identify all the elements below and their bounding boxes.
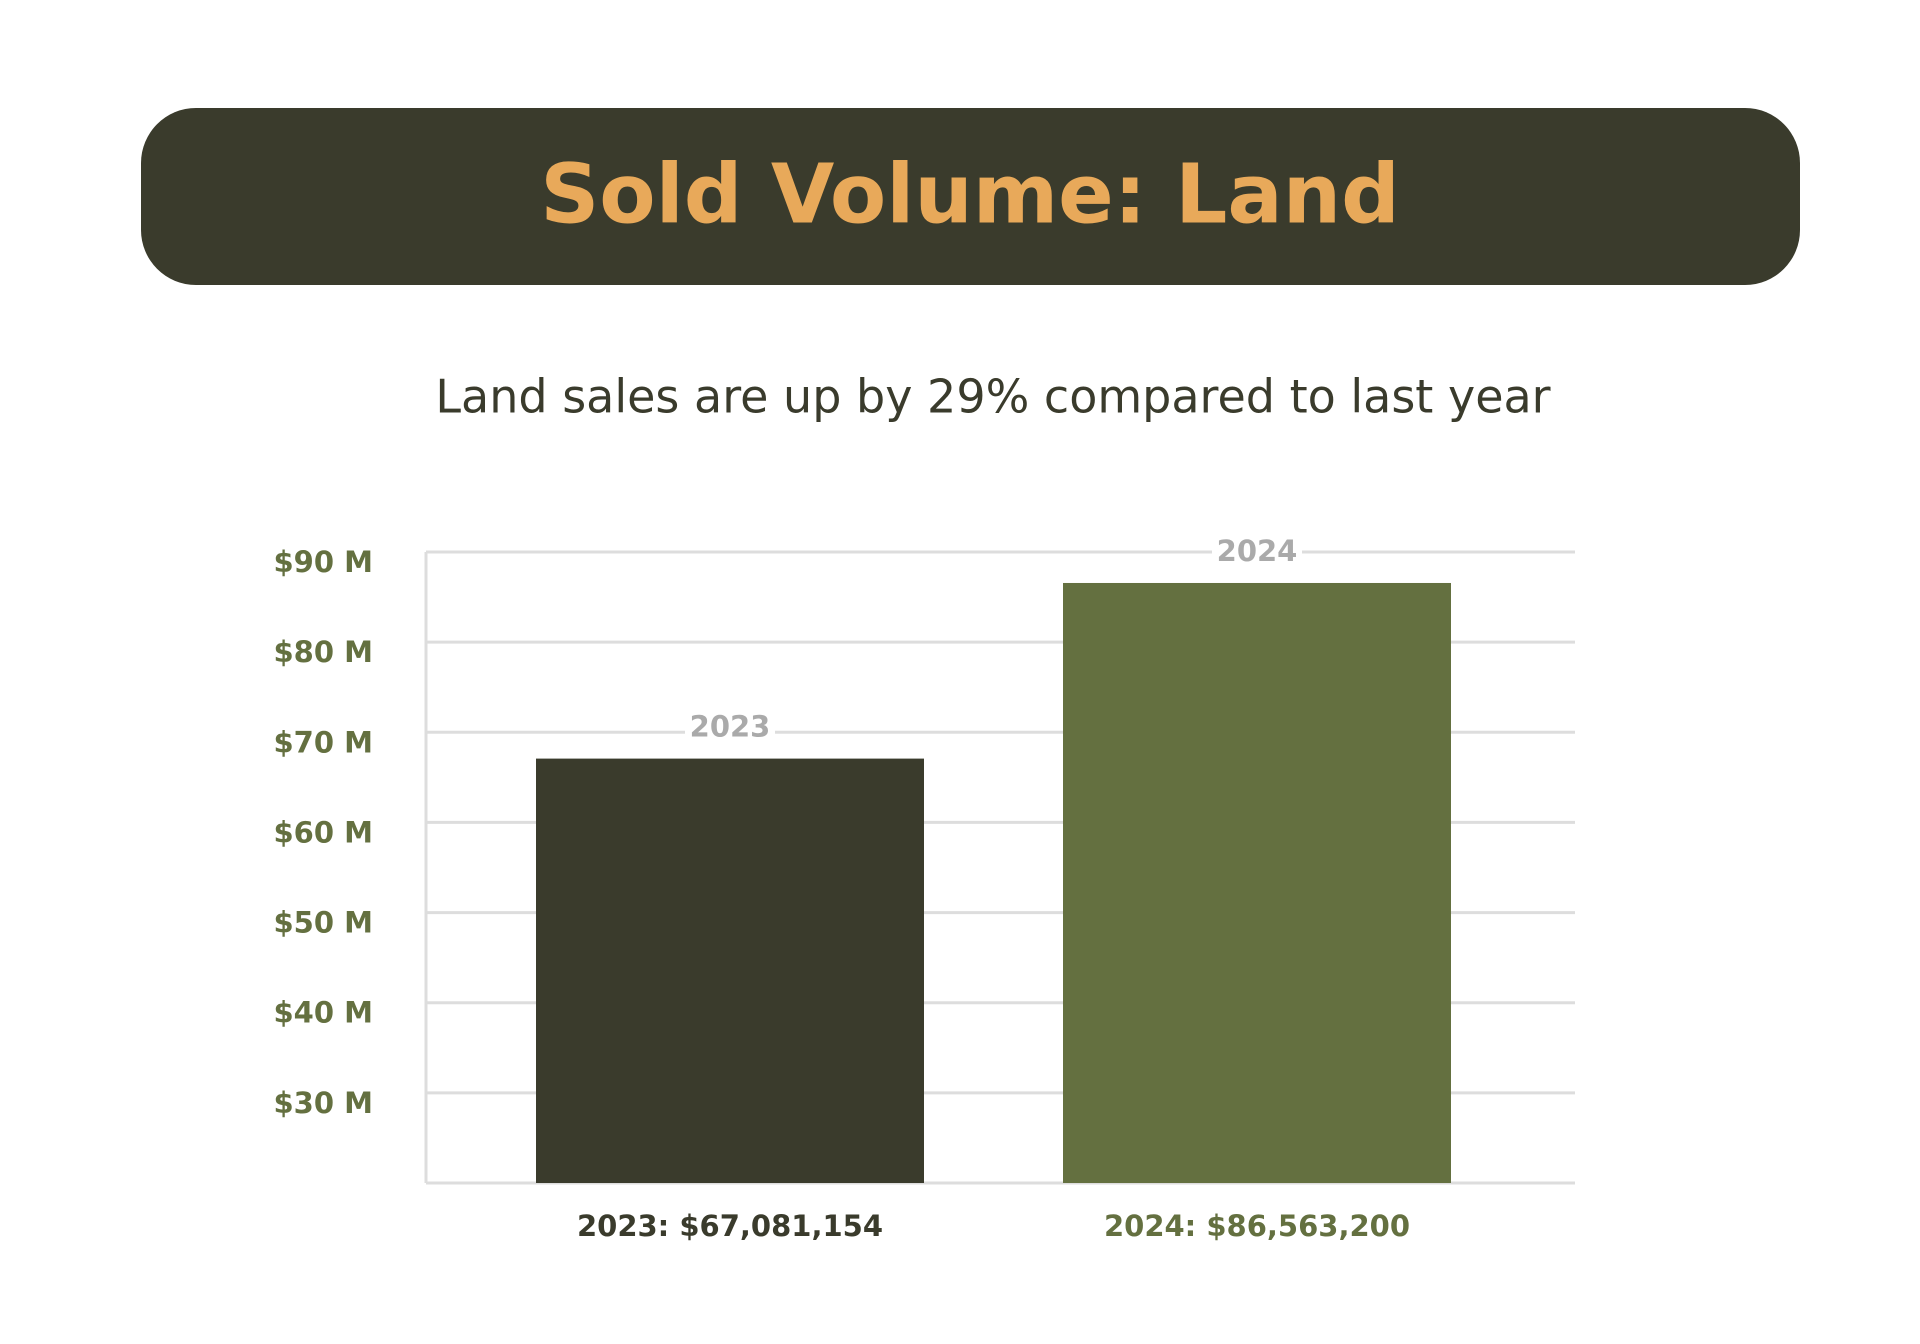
category-label: 2024: [1217, 534, 1298, 568]
chart-subtitle: Land sales are up by 29% compared to las…: [435, 370, 1550, 424]
y-tick-label: $70 M: [274, 725, 374, 759]
y-tick-label: $80 M: [274, 635, 374, 669]
y-tick-label: $60 M: [274, 815, 374, 849]
chart-title: Sold Volume: Land: [540, 147, 1400, 242]
value-label: 2023: $67,081,154: [577, 1209, 883, 1243]
value-label: 2024: $86,563,200: [1104, 1209, 1410, 1243]
y-tick-label: $50 M: [274, 906, 374, 940]
y-tick-label: $40 M: [274, 996, 374, 1030]
category-label: 2023: [690, 710, 771, 744]
category-label-bg: [685, 710, 775, 747]
category-label-bg: [1212, 534, 1302, 571]
bar: [536, 758, 924, 1183]
bar: [1063, 582, 1451, 1183]
title-banner: [141, 108, 1800, 285]
y-tick-label: $30 M: [274, 1086, 374, 1120]
y-tick-label: $90 M: [274, 545, 374, 579]
